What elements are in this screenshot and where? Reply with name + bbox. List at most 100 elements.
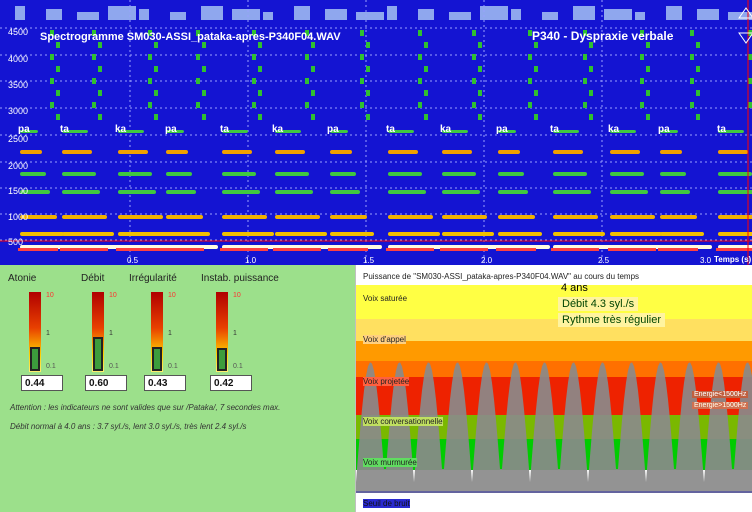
- formant-band: [716, 248, 752, 251]
- high-freq-noise: [92, 102, 96, 108]
- power-panel[interactable]: Puissance de "SM030-ASSI_pataka-apres-P3…: [356, 265, 752, 512]
- high-freq-noise: [360, 30, 364, 36]
- band-label-appel: Voix d'appel: [363, 335, 406, 344]
- formant-band: [498, 190, 528, 194]
- top-strip-blob: [46, 9, 62, 20]
- formant-band: [718, 130, 744, 133]
- high-freq-noise: [196, 30, 200, 36]
- formant-band: [166, 172, 192, 176]
- formant-band: [553, 232, 605, 236]
- syllable-label: ta: [550, 124, 559, 135]
- high-freq-noise: [418, 78, 422, 84]
- high-freq-noise: [305, 102, 309, 108]
- formant-band: [386, 248, 434, 251]
- formant-band: [553, 150, 583, 154]
- syllable-label: pa: [658, 124, 670, 135]
- energy-envelope: [356, 362, 752, 512]
- formant-band: [718, 190, 752, 194]
- syllable-label: ta: [60, 124, 69, 135]
- gauge-tick-mid: 1: [233, 330, 237, 337]
- high-freq-noise: [202, 114, 206, 120]
- high-freq-noise: [252, 102, 256, 108]
- band-label-conversationnelle: Voix conversationnelle: [363, 417, 443, 426]
- formant-band: [553, 215, 598, 219]
- formant-band: [610, 190, 648, 194]
- band-label-saturee: Voix saturée: [363, 294, 408, 303]
- freq-label-3000: 3000: [8, 106, 29, 116]
- formant-band: [20, 190, 50, 194]
- high-freq-noise: [528, 54, 532, 60]
- gauge-tick-mid: 1: [168, 330, 172, 337]
- high-freq-noise: [583, 30, 587, 36]
- syllable-label: pa: [496, 124, 508, 135]
- formant-band: [440, 248, 488, 251]
- high-freq-noise: [92, 78, 96, 84]
- formant-band: [222, 150, 252, 154]
- formant-band: [660, 150, 682, 154]
- high-freq-noise: [360, 78, 364, 84]
- age-label: 4 ans: [561, 282, 588, 294]
- gauge-tick-low: 0.1: [46, 363, 56, 370]
- band-label-bruit: Seuil de bruit: [363, 499, 410, 508]
- high-freq-noise: [252, 54, 256, 60]
- top-strip-blob: [15, 6, 25, 20]
- formant-band: [610, 172, 644, 176]
- high-freq-noise: [424, 114, 428, 120]
- freq-label-2000: 2000: [8, 161, 29, 171]
- spectrogram-panel[interactable]: Spectrogramme SM030-ASSI_pataka-apres-P3…: [0, 0, 752, 265]
- formant-band: [610, 130, 636, 133]
- high-freq-noise: [311, 90, 315, 96]
- spectrogram-canvas[interactable]: [0, 0, 752, 265]
- high-freq-noise: [252, 78, 256, 84]
- gauge-level: [93, 337, 103, 371]
- high-freq-noise: [478, 114, 482, 120]
- gauge-tick-top: 10: [109, 292, 117, 299]
- formant-band: [62, 215, 107, 219]
- freq-label-4000: 4000: [8, 54, 29, 64]
- top-strip-blob: [697, 9, 719, 20]
- formant-band: [273, 248, 321, 251]
- formant-band: [62, 232, 114, 236]
- high-freq-noise: [311, 114, 315, 120]
- high-freq-noise: [534, 42, 538, 48]
- formant-band: [330, 215, 367, 219]
- high-freq-noise: [640, 78, 644, 84]
- high-freq-noise: [589, 90, 593, 96]
- formant-band: [20, 150, 42, 154]
- high-freq-noise: [98, 114, 102, 120]
- high-freq-noise: [478, 42, 482, 48]
- formant-band: [498, 215, 535, 219]
- formant-band: [388, 172, 422, 176]
- formant-band: [60, 248, 108, 251]
- formant-band: [275, 215, 320, 219]
- high-freq-noise: [305, 30, 309, 36]
- formant-band: [166, 150, 188, 154]
- formant-band: [328, 248, 368, 251]
- formant-band: [660, 232, 704, 236]
- gauge-tick-top: 10: [46, 292, 54, 299]
- high-freq-noise: [50, 30, 54, 36]
- syllable-label: ka: [272, 124, 284, 135]
- formant-band: [610, 150, 640, 154]
- high-freq-noise: [305, 54, 309, 60]
- high-freq-noise: [311, 66, 315, 72]
- value-atonie: 0.44: [21, 375, 63, 391]
- formant-band: [608, 248, 656, 251]
- formant-band: [118, 215, 163, 219]
- title-strip: [356, 265, 752, 285]
- high-freq-noise: [418, 102, 422, 108]
- formant-band: [166, 215, 203, 219]
- high-freq-noise: [583, 54, 587, 60]
- freq-label-500: 500: [8, 237, 24, 247]
- formant-band: [553, 190, 591, 194]
- indicators-panel: Atonie Débit Irrégularité Instab. puissa…: [0, 265, 355, 512]
- high-freq-noise: [534, 114, 538, 120]
- indicator-label-debit: Débit: [81, 273, 105, 284]
- freq-label-4500: 4500: [8, 27, 29, 37]
- power-chart[interactable]: [356, 265, 752, 512]
- high-freq-noise: [528, 102, 532, 108]
- formant-band: [442, 215, 487, 219]
- high-freq-noise: [202, 90, 206, 96]
- formant-band: [330, 130, 348, 133]
- high-freq-noise: [258, 66, 262, 72]
